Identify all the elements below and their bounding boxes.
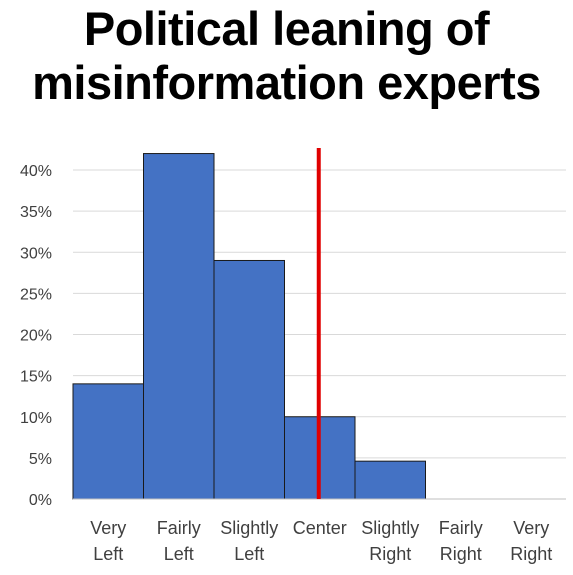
x-category-label: Fairly Left <box>157 518 201 564</box>
y-tick-label: 15% <box>20 369 52 386</box>
x-category-label-line: Fairly <box>439 518 483 538</box>
bars <box>72 153 426 500</box>
x-category-label: Very Left <box>90 518 126 564</box>
y-tick-label: 40% <box>20 163 52 180</box>
x-category-label-line: Right <box>510 544 552 564</box>
x-category-label: Center <box>293 518 347 538</box>
chart-title: Political leaning of misinformation expe… <box>0 2 573 110</box>
x-category-label: Slightly Right <box>361 518 419 564</box>
y-tick-label: 10% <box>20 410 52 427</box>
x-category-label-line: Very <box>513 518 549 538</box>
x-category-label-line: Right <box>440 544 482 564</box>
x-category-label-line: Right <box>369 544 411 564</box>
x-category-label: Very Right <box>510 518 552 564</box>
bar <box>143 153 215 500</box>
x-category-label-line: Slightly <box>220 518 278 538</box>
x-category-label-line: Fairly <box>157 518 201 538</box>
x-axis-categories: Very Left Fairly Left Slightly Left Center Slig… <box>90 518 552 564</box>
y-tick-label: 5% <box>29 451 52 468</box>
x-category-label-line: Very <box>90 518 126 538</box>
x-category-label-line: Center <box>293 518 347 538</box>
x-category-label-line: Left <box>164 544 194 564</box>
y-tick-label: 25% <box>20 286 52 303</box>
x-category-label: Slightly Left <box>220 518 278 564</box>
y-tick-label: 30% <box>20 245 52 262</box>
x-category-label: Fairly Right <box>439 518 483 564</box>
y-tick-label: 20% <box>20 328 52 345</box>
y-tick-label: 35% <box>20 204 52 221</box>
x-category-label-line: Left <box>234 544 264 564</box>
x-category-label-line: Left <box>93 544 123 564</box>
bar <box>72 383 144 500</box>
bar <box>213 259 285 500</box>
y-axis-ticks: 0% 5% 10% 15% 20% 25% 30% 35% 40% <box>20 163 52 509</box>
x-category-label-line: Slightly <box>361 518 419 538</box>
bar <box>354 460 426 500</box>
chart-title-line-1: Political leaning of <box>83 2 490 55</box>
y-tick-label: 0% <box>29 492 52 509</box>
chart-title-line-2: misinformation experts <box>32 56 541 109</box>
